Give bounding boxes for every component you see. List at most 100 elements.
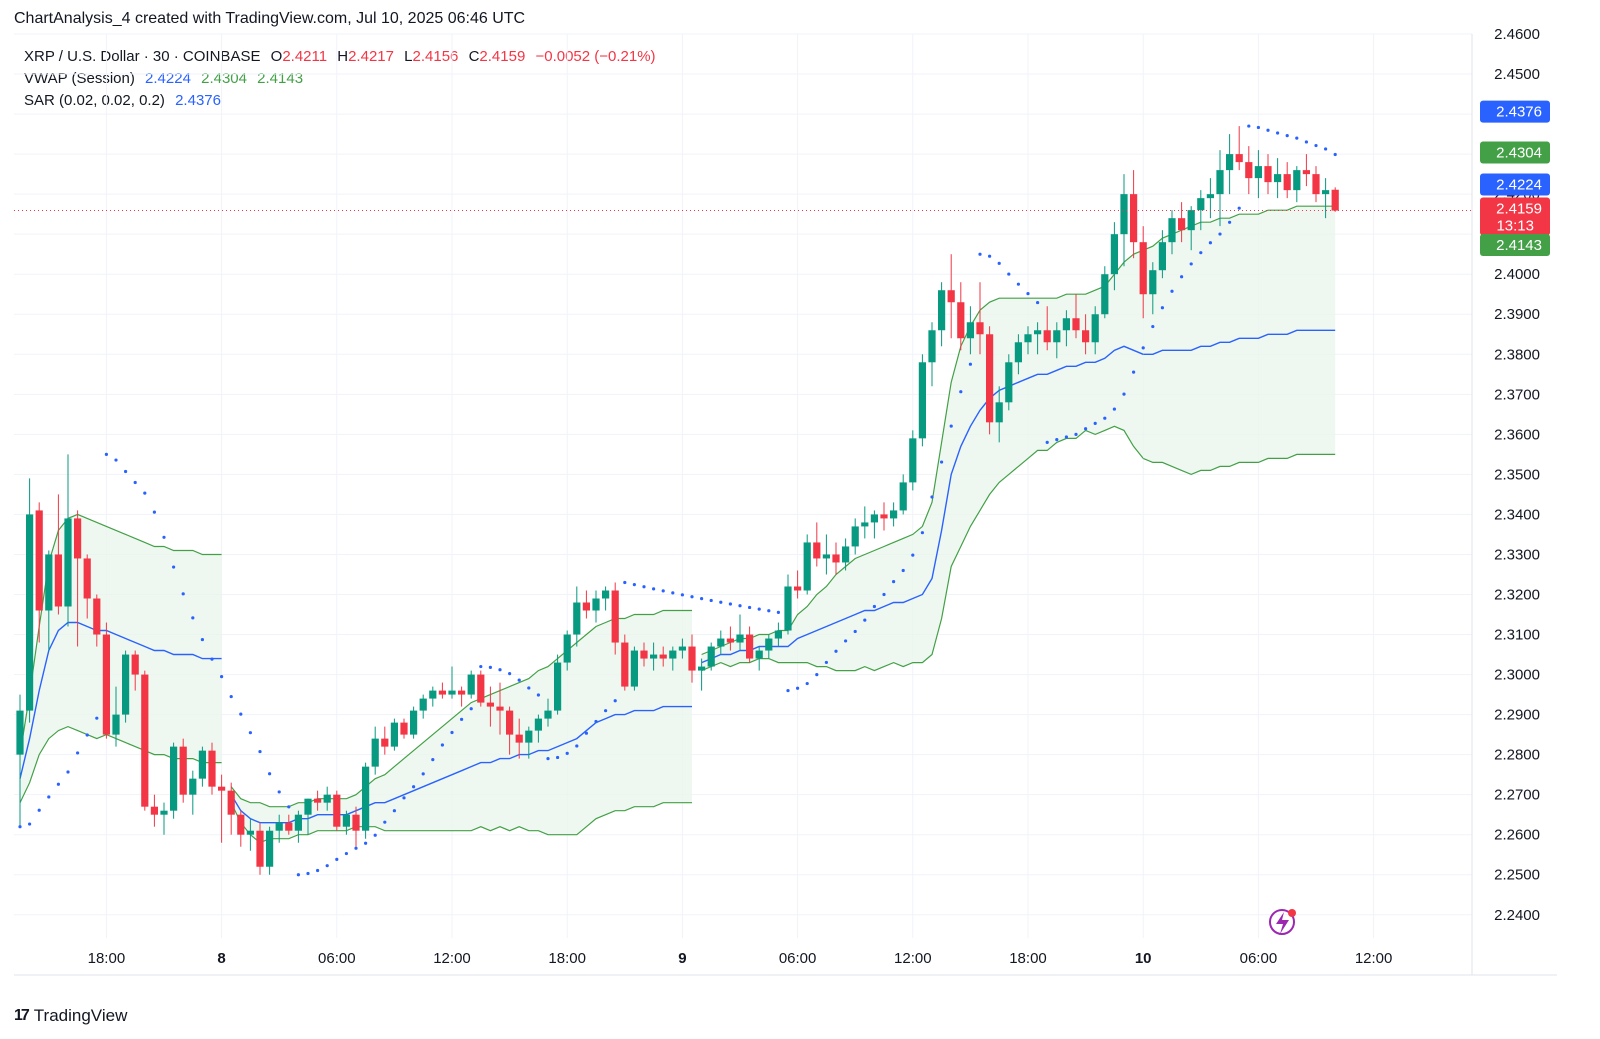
candle-body: [1206, 194, 1214, 199]
sar-dot: [1218, 232, 1222, 236]
candle-body: [947, 290, 955, 303]
candle-body: [707, 646, 715, 667]
sar-dot: [536, 693, 541, 697]
sar-dot: [690, 595, 694, 599]
sar-dot: [181, 592, 185, 596]
sar-dot: [469, 707, 473, 711]
candle-body: [506, 710, 514, 735]
candle-body: [131, 654, 139, 675]
sar-dot: [220, 675, 224, 679]
candle-body: [362, 766, 370, 831]
x-tick-label: 12:00: [433, 950, 471, 967]
vwap-band-fill: [231, 610, 692, 843]
legend-row-sar: SAR (0.02, 0.02, 0.2) 2.4376: [24, 90, 656, 112]
sar-dot: [844, 639, 848, 643]
candle-body: [371, 738, 379, 767]
sar-dot: [1295, 136, 1299, 140]
sar-dot: [1285, 133, 1289, 138]
candle-body: [592, 598, 600, 611]
sar-dot: [1045, 440, 1049, 444]
candle-body: [918, 362, 926, 439]
x-tick-label: 18:00: [88, 950, 126, 967]
sar-dot: [757, 607, 761, 611]
candle-body: [525, 730, 533, 743]
y-tick-label: 2.3500: [1494, 466, 1540, 483]
candle-body: [1283, 174, 1291, 191]
sar-dot: [728, 602, 733, 606]
candle-body: [1293, 170, 1301, 191]
legend-symbol[interactable]: XRP / U.S. Dollar · 30 · COINBASE: [24, 48, 261, 65]
sar-dot: [796, 686, 800, 690]
sar-dot: [680, 593, 685, 597]
x-tick-label: 06:00: [1240, 950, 1278, 967]
sar-dot: [1324, 147, 1328, 151]
sar-dot: [162, 535, 166, 539]
sar-dot: [133, 480, 137, 485]
sar-dot: [1112, 407, 1116, 411]
candle-body: [323, 794, 331, 803]
sar-dot: [1064, 435, 1068, 439]
sar-dot: [95, 716, 99, 720]
sar-dot: [412, 785, 416, 789]
candle-body: [400, 722, 408, 735]
candle-body: [102, 634, 110, 735]
candle-body: [736, 634, 744, 643]
candle-body: [390, 722, 398, 747]
sar-dot: [930, 495, 934, 499]
y-tick-label: 2.3800: [1494, 346, 1540, 363]
sar-dot: [642, 585, 646, 589]
sar-dot: [709, 598, 713, 603]
candle-body: [822, 554, 830, 559]
candle-body: [486, 702, 494, 707]
sar-dot: [920, 531, 925, 535]
candle-body: [381, 738, 389, 747]
sar-dot: [191, 616, 195, 620]
sar-dot: [460, 717, 464, 721]
legend-open: 2.4211: [282, 48, 328, 65]
sar-dot: [978, 252, 982, 256]
sar-dot: [268, 772, 272, 776]
sar-dot: [517, 678, 521, 682]
candle-body: [832, 554, 840, 563]
candle-body: [563, 634, 571, 663]
sar-dot: [1016, 282, 1021, 286]
x-tick-label: 06:00: [779, 950, 817, 967]
sar-dot: [1180, 275, 1184, 279]
candle-body: [890, 510, 898, 519]
lightning-badge-icon[interactable]: [1269, 909, 1296, 935]
sar-dot: [546, 757, 550, 761]
candle-body: [938, 290, 946, 331]
legend-sar-label[interactable]: SAR (0.02, 0.02, 0.2): [24, 92, 165, 109]
sar-dot: [738, 604, 742, 608]
sar-dot: [776, 610, 781, 614]
sar-dot: [872, 604, 877, 609]
sar-dot: [824, 660, 829, 665]
sar-dot: [652, 587, 656, 591]
candle-body: [957, 302, 965, 339]
candle-body: [410, 710, 418, 735]
sar-dot: [1160, 306, 1164, 310]
sar-dot: [805, 681, 809, 686]
candle-body: [1101, 274, 1109, 315]
candle-body: [966, 322, 974, 339]
candle-body: [1235, 154, 1243, 163]
sar-dot: [1084, 427, 1088, 431]
price-tag-label: 2.4224: [1496, 177, 1542, 194]
y-tick-label: 2.2500: [1494, 867, 1540, 884]
sar-dot: [997, 261, 1001, 265]
candle-body: [218, 786, 226, 791]
sar-dot: [1314, 143, 1318, 148]
sar-dot: [853, 629, 857, 634]
sar-dot: [316, 868, 320, 873]
sar-dot: [1237, 206, 1241, 210]
sar-dot: [18, 825, 22, 829]
x-tick-label: 18:00: [1009, 950, 1047, 967]
y-tick-label: 2.3000: [1494, 667, 1540, 684]
vwap-band-fill: [1143, 206, 1336, 475]
candle-body: [842, 546, 850, 563]
sar-dot: [325, 864, 329, 868]
tradingview-logo[interactable]: 17 TradingView: [14, 1006, 127, 1026]
sar-dot: [498, 668, 502, 672]
sar-dot: [1132, 370, 1136, 374]
